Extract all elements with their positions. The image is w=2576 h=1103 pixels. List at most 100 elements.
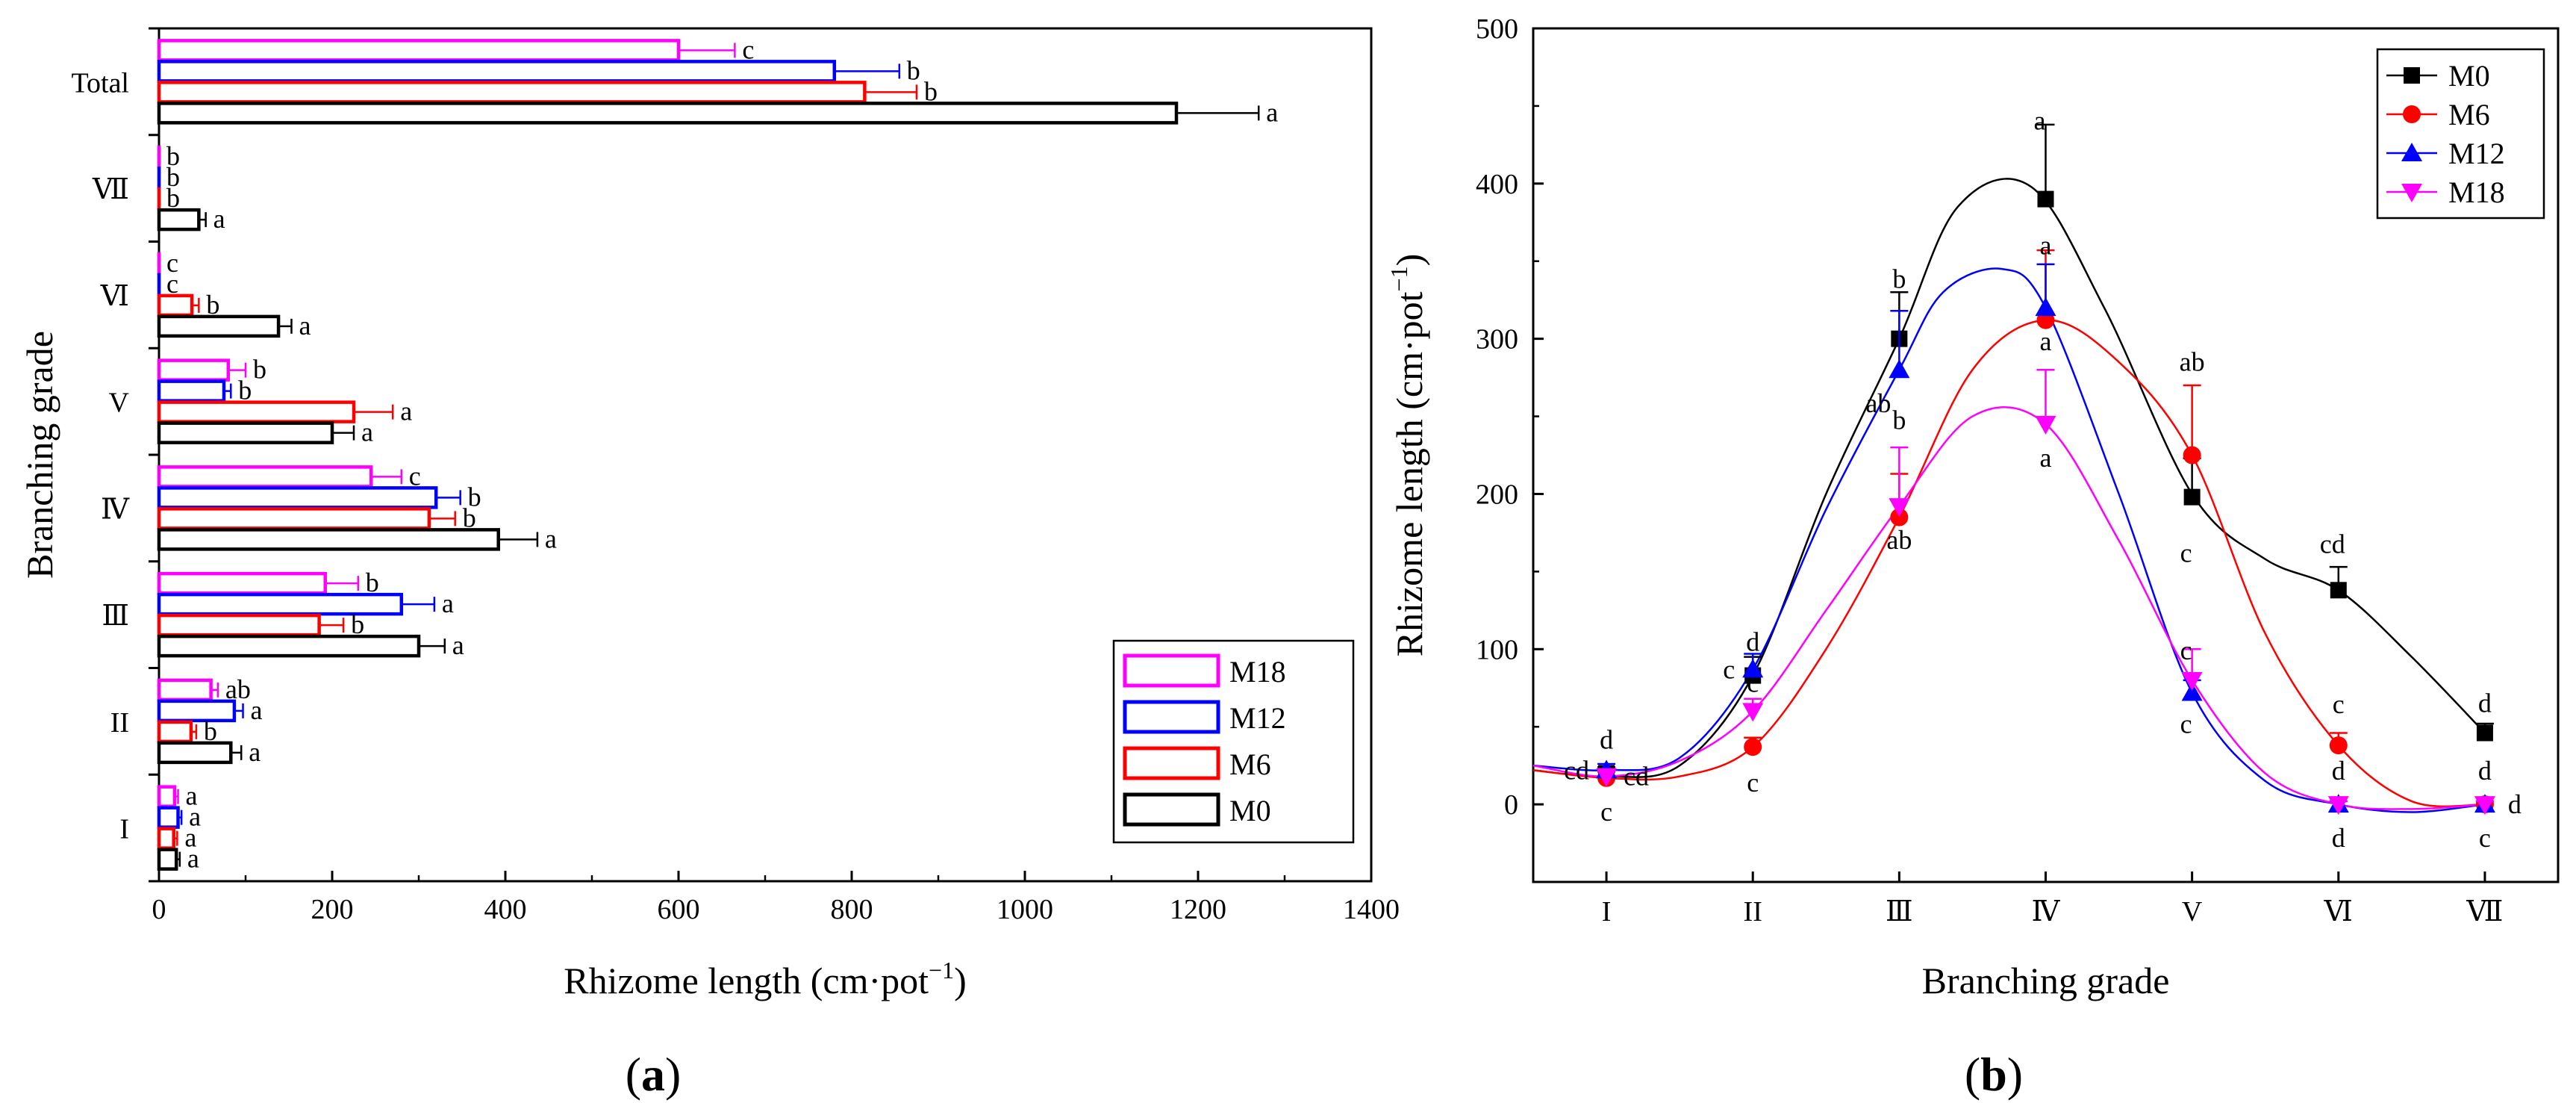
panel-a-significance-letter: b — [351, 609, 364, 639]
panel-b-legend-label-M6: M6 — [2448, 98, 2490, 131]
panel-b-legend-label-M18: M18 — [2448, 175, 2505, 209]
panel-a-bar-M0 — [157, 528, 500, 551]
panel-a-bar-M18 — [157, 465, 373, 488]
panel-a-x-title-close: ) — [954, 960, 967, 1001]
panel-b-point-M0 — [2330, 582, 2347, 599]
panel-a-x-title-main: Rhizome length (cm·pot — [564, 960, 929, 1001]
panel-a-x-tick-label: 1400 — [1343, 894, 1400, 925]
panel-b-x-tick-label: Ⅵ — [2324, 896, 2353, 928]
panel-b-point-M12 — [1889, 359, 1910, 379]
panel-a-x-tick-label: 1000 — [997, 894, 1053, 925]
panel-a-significance-letter: b — [166, 162, 180, 192]
panel-a-category-label: Total — [71, 67, 129, 99]
panel-a-x-tick-label: 800 — [831, 894, 873, 925]
panel-a-x-axis-title: Rhizome length (cm·pot−1) — [564, 957, 966, 1001]
panel-b-significance-letter: d — [1746, 627, 1759, 657]
panel-a-significance-letter: a — [189, 802, 201, 832]
panel-b-fit-curve-M6 — [1532, 319, 2485, 808]
panel-a-bar-M12 — [157, 379, 226, 403]
panel-b-fit-curve-M18 — [1532, 406, 2486, 810]
panel-a-bar-M6 — [157, 400, 356, 423]
panel-b-point-M0 — [2476, 724, 2493, 742]
panel-a-bar-M18 — [157, 39, 681, 62]
panel-a-significance-letter: a — [184, 823, 196, 853]
panel-a-legend-swatch-M12 — [1123, 700, 1220, 734]
panel-a-category-label: II — [110, 707, 129, 739]
panel-a-category-label: Ⅳ — [101, 494, 130, 525]
panel-b-significance-letter: b — [1892, 264, 1906, 294]
panel-a-significance-letter: c — [166, 269, 178, 299]
panel-a-bar-M6 — [157, 613, 321, 637]
panel-a-significance-letter: c — [166, 248, 178, 278]
panel-a-bar-M12 — [157, 806, 180, 829]
panel-a-significance-letter: b — [238, 376, 252, 406]
panel-b-point-M12 — [2181, 682, 2203, 701]
panel-b-point-M6 — [1744, 738, 1762, 756]
panel-b-legend-marker-M0 — [2404, 67, 2420, 84]
panel-b-y-title-sup: −1 — [1385, 266, 1412, 291]
panel-a-category-label: V — [109, 388, 130, 419]
panel-b-y-title-main: Rhizome length (cm·pot — [1388, 291, 1430, 656]
panel-b-significance-letter: c — [2333, 689, 2345, 719]
panel-b-significance-letter: ab — [1865, 388, 1891, 418]
panel-a-significance-letter: b — [204, 716, 217, 746]
panel-b-legend-label-M0: M0 — [2448, 59, 2490, 93]
panel-b-legend-marker-M18 — [2401, 184, 2422, 202]
panel-b-significance-letter: d — [2478, 688, 2492, 718]
panel-b-significance-letter: c — [1747, 768, 1759, 798]
panel-a-significance-letter: a — [187, 844, 199, 874]
panel-a-significance-letter: ab — [225, 674, 251, 704]
panel-a-significance-letter: c — [409, 461, 421, 491]
panel-a-significance-letter: a — [545, 523, 557, 553]
panel-a-significance-letter: b — [924, 76, 938, 106]
panel-b-point-M18 — [1889, 498, 1910, 518]
panel-b-y-tick-label: 0 — [1504, 789, 1518, 821]
panel-b-significance-letter: c — [2180, 636, 2192, 665]
panel-b-y-tick-label: 100 — [1476, 634, 1518, 665]
panel-a-legend-swatch-M0 — [1123, 792, 1220, 827]
panel-b-x-tick-label: Ⅲ — [1886, 896, 1913, 928]
panel-b-paren-open: ( — [1965, 1048, 1980, 1101]
panel-b-y-axis-title: Rhizome length (cm·pot−1) — [1385, 254, 1430, 656]
panel-a-letter: a — [641, 1048, 665, 1101]
panel-b-point-M18 — [2474, 796, 2495, 815]
panel-b-y-tick-label: 200 — [1476, 479, 1518, 510]
panel-a-significance-letter: c — [742, 34, 754, 64]
panel-b-significance-letter: a — [2034, 106, 2046, 136]
panel-a-label: (a) — [626, 1048, 682, 1101]
panel-a-significance-letter: b — [253, 355, 266, 385]
panel-a-significance-letter: a — [452, 630, 464, 660]
panel-a-bar-M12 — [157, 486, 438, 509]
panel-b-significance-letter: d — [2478, 756, 2492, 786]
panel-a-significance-letter: b — [206, 290, 219, 320]
panel-b-label: (b) — [1965, 1048, 2023, 1101]
panel-a-paren-close: ) — [665, 1048, 681, 1101]
panel-b-y-title-close: ) — [1388, 254, 1430, 267]
panel-a-bar-M0 — [157, 634, 421, 658]
panel-a-legend — [1112, 639, 1355, 844]
panel-a-legend-label-M6: M6 — [1229, 748, 1271, 781]
panel-b-point-M6 — [2183, 446, 2201, 464]
panel-b-legend-label-M12: M12 — [2448, 137, 2505, 170]
panel-a-significance-letter: b — [366, 568, 379, 597]
panel-b-significance-letter: c — [2180, 709, 2192, 739]
panel-a-significance-letter: a — [186, 781, 198, 811]
panel-a-y-axis-title: Branching grade — [19, 331, 60, 579]
panel-a-x-tick-label: 200 — [311, 894, 354, 925]
panel-b-significance-letter: d — [2332, 823, 2345, 853]
panel-a-x-title-sup: −1 — [929, 957, 954, 984]
panel-a-bar-M12 — [157, 699, 237, 723]
panel-b-y-tick-label: 300 — [1476, 324, 1518, 355]
panel-b-x-axis-title: Branching grade — [1922, 960, 2170, 1001]
panel-b-point-M0 — [2037, 190, 2054, 208]
panel-b-point-M18 — [1742, 703, 1764, 722]
panel-a-legend-label-M18: M18 — [1229, 655, 1286, 689]
panel-b-significance-letter: c — [1723, 654, 1735, 684]
panel-b-significance-letter: cd — [1564, 755, 1589, 785]
panel-b-significance-letter: b — [1892, 406, 1906, 435]
panel-b-point-M6 — [2329, 736, 2348, 755]
panel-b-significance-letter: c — [1600, 797, 1612, 827]
panel-a-x-tick-label: 600 — [658, 894, 700, 925]
panel-a-legend-label-M0: M0 — [1229, 794, 1271, 827]
panel-a-bar-M0 — [157, 102, 1179, 125]
